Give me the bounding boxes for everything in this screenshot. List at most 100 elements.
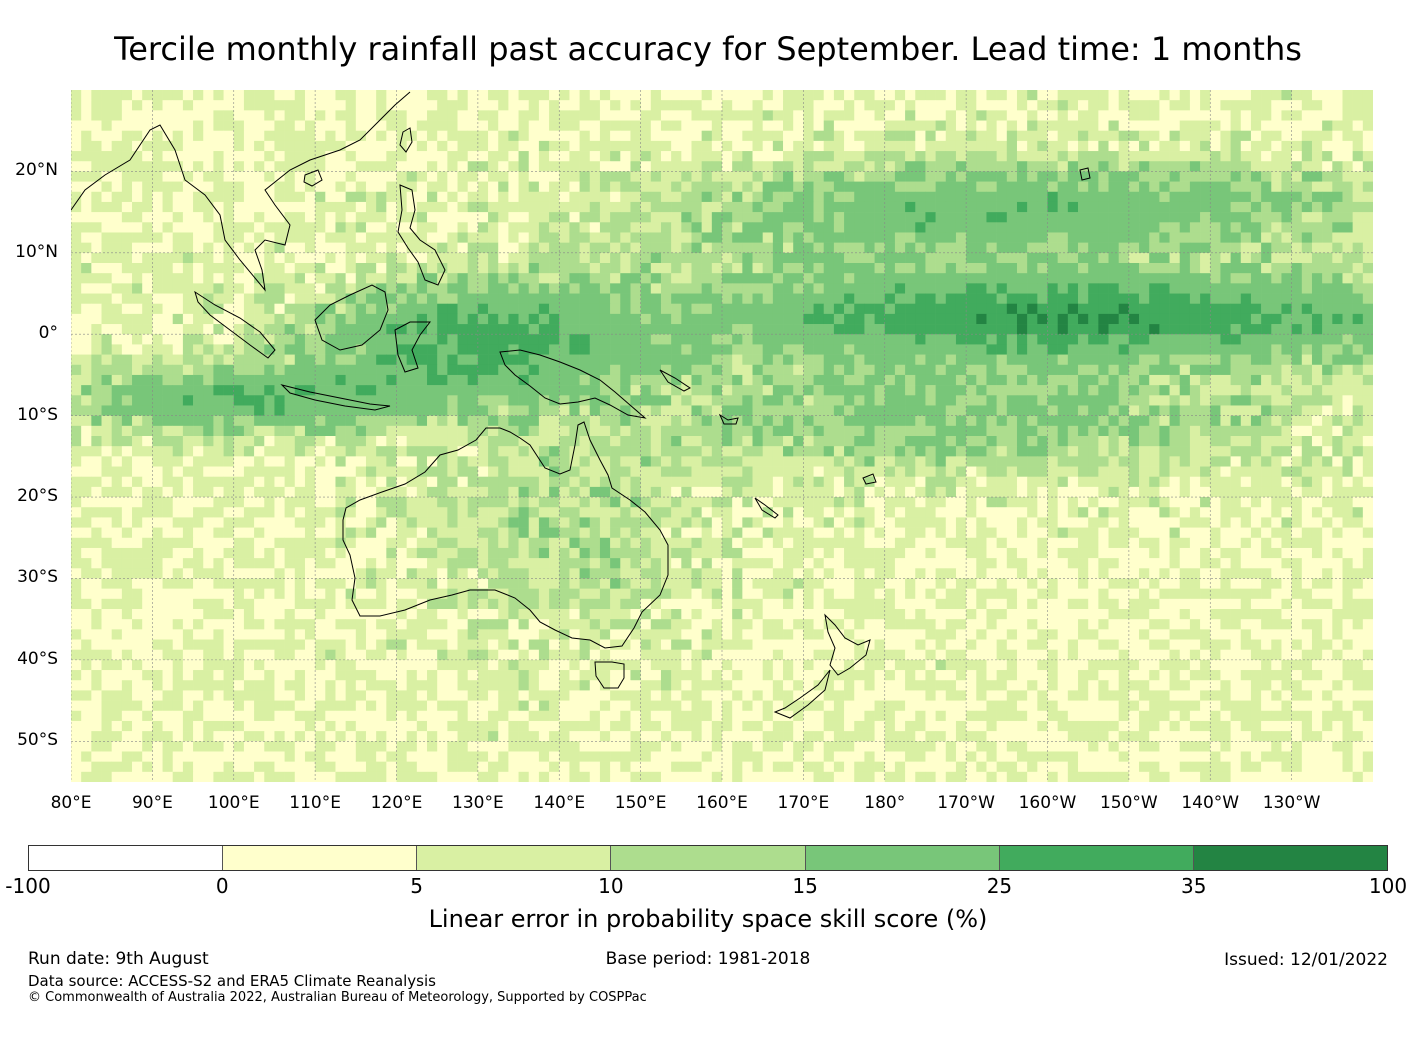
skill-cell: [894, 344, 906, 355]
skill-cell: [345, 313, 357, 325]
skill-cell: [538, 466, 550, 478]
skill-cell: [538, 232, 550, 243]
skill-cell: [579, 436, 591, 447]
skill-cell: [447, 171, 458, 182]
skill-cell: [1311, 446, 1323, 457]
skill-cell: [1189, 120, 1201, 132]
skill-cell: [91, 293, 102, 305]
skill-cell: [233, 446, 245, 457]
skill-cell: [640, 140, 652, 152]
skill-cell: [1037, 120, 1048, 132]
skill-cell: [121, 212, 133, 223]
skill-cell: [386, 303, 397, 315]
skill-cell: [365, 446, 377, 457]
skill-cell: [976, 364, 987, 376]
skill-cell: [1057, 374, 1069, 386]
skill-cell: [640, 120, 652, 132]
skill-cell: [91, 385, 102, 396]
skill-cell: [1281, 436, 1292, 447]
skill-cell: [752, 181, 763, 193]
skill-cell: [488, 476, 499, 488]
skill-cell: [162, 171, 174, 182]
skill-cell: [457, 90, 469, 101]
skill-cell: [437, 324, 448, 335]
skill-cell: [427, 436, 438, 447]
skill-cell: [132, 201, 143, 213]
skill-cell: [223, 130, 235, 142]
skill-cell: [325, 151, 336, 162]
skill-cell: [772, 151, 784, 162]
skill-cell: [1220, 242, 1231, 254]
skill-cell: [559, 476, 570, 488]
skill-cell: [427, 222, 438, 233]
skill-cell: [559, 222, 570, 233]
skill-cell: [508, 385, 519, 396]
skill-cell: [1027, 181, 1038, 193]
skill-cell: [1230, 446, 1242, 457]
skill-field: [71, 90, 1373, 782]
skill-cell: [467, 293, 479, 305]
skill-cell: [1332, 263, 1343, 274]
skill-cell: [386, 110, 397, 121]
skill-cell: [142, 405, 153, 416]
skill-cell: [1240, 222, 1252, 233]
skill-cell: [844, 100, 855, 111]
skill-cell: [569, 425, 580, 437]
skill-cell: [477, 212, 489, 223]
skill-cell: [132, 242, 143, 254]
skill-cell: [1027, 293, 1038, 305]
skill-cell: [1169, 161, 1181, 172]
skill-cell: [1352, 120, 1364, 132]
skill-cell: [406, 283, 418, 294]
skill-cell: [1149, 354, 1160, 366]
skill-cell: [1311, 130, 1323, 142]
skill-cell: [1301, 171, 1313, 182]
skill-cell: [315, 476, 326, 488]
skill-cell: [701, 344, 713, 355]
skill-cell: [803, 324, 814, 335]
skill-cell: [233, 201, 245, 213]
skill-cell: [823, 161, 835, 172]
skill-cell: [742, 90, 753, 101]
skill-cell: [640, 324, 652, 335]
skill-cell: [660, 273, 672, 284]
skill-cell: [579, 313, 591, 325]
skill-cell: [304, 130, 316, 142]
skill-cell: [213, 171, 224, 182]
skill-cell: [599, 476, 611, 488]
skill-cell: [488, 130, 499, 142]
skill-cell: [1118, 120, 1130, 132]
skill-cell: [91, 100, 102, 111]
skill-cell: [1311, 90, 1323, 101]
skill-cell: [467, 201, 479, 213]
skill-cell: [355, 334, 367, 345]
skill-cell: [976, 161, 987, 172]
skill-cell: [325, 171, 336, 182]
skill-cell: [528, 140, 540, 152]
skill-cell: [1139, 425, 1150, 437]
skill-cell: [935, 110, 947, 121]
skill-cell: [437, 364, 448, 376]
skill-cell: [772, 130, 784, 142]
skill-cell: [976, 283, 987, 294]
skill-cell: [783, 415, 794, 427]
skill-cell: [681, 334, 692, 345]
skill-cell: [203, 334, 214, 345]
skill-cell: [955, 191, 967, 203]
skill-cell: [1281, 415, 1292, 427]
skill-cell: [203, 446, 214, 457]
skill-cell: [274, 405, 285, 416]
skill-cell: [681, 354, 692, 366]
skill-cell: [447, 273, 458, 284]
skill-cell: [223, 252, 235, 264]
skill-cell: [172, 466, 184, 478]
skill-cell: [223, 374, 235, 386]
skill-cell: [1322, 201, 1333, 213]
skill-cell: [172, 374, 184, 386]
skill-cell: [854, 242, 865, 254]
skill-cell: [345, 252, 357, 264]
skill-cell: [783, 242, 794, 254]
skill-cell: [71, 395, 82, 406]
skill-cell: [630, 222, 641, 233]
skill-cell: [1261, 436, 1272, 447]
